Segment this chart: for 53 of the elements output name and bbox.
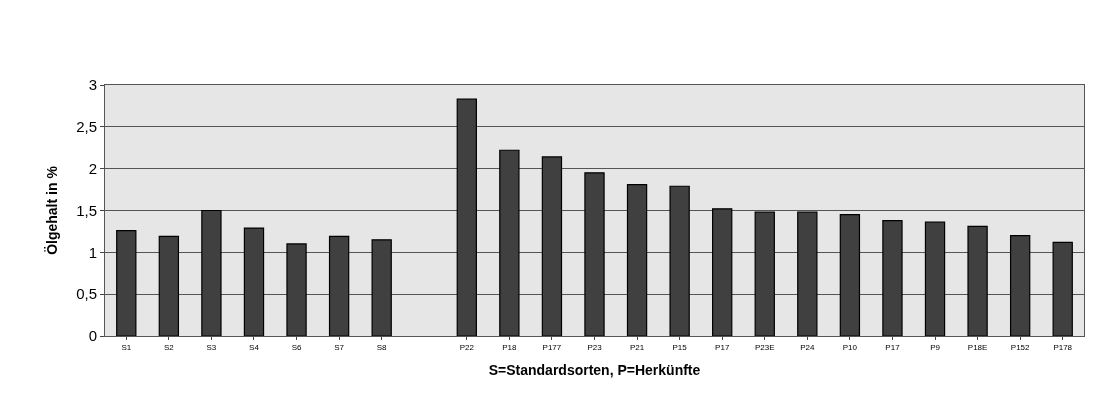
x-tick-label: P177 [542,342,562,352]
y-tick-label: 2,5 [76,118,97,136]
bar [158,235,180,336]
x-axis-title: S=Standardsorten, P=Herkünfte [488,361,701,378]
x-tick-label: P23 [587,342,603,352]
bar [243,227,265,336]
x-tick-label: S8 [376,342,388,352]
x-tick-label: P23E [754,342,775,352]
x-tick-label: S4 [249,342,260,352]
y-tick-label: 1,5 [76,201,97,219]
bar [839,214,861,336]
bar [541,156,563,336]
x-tick-label: P21 [629,342,645,352]
x-tick-label: P18 [502,342,518,352]
x-tick-label: S1 [121,342,132,352]
bar [328,235,350,336]
x-tick-label: P17 [715,342,730,352]
bar [116,229,137,336]
x-tick-label: P18E [967,342,988,352]
bar [967,225,988,336]
bar [626,183,648,336]
y-tick-label: 3 [88,76,97,94]
bar [1052,241,1073,336]
y-tick-label: 1 [88,243,97,261]
bar [669,185,690,336]
x-tick-label: P152 [1010,342,1031,352]
x-tick-label: S3 [206,342,217,352]
x-tick-label: S7 [334,342,345,352]
bar [924,221,946,336]
y-axis-title: Ölgehalt in % [43,165,60,255]
y-tick-label: 2 [88,159,97,177]
bar [456,98,477,336]
bar [499,149,520,336]
x-tick-label: P10 [842,342,858,352]
bar [1009,235,1031,336]
x-tick-label: P178 [1053,342,1073,352]
x-tick-label: P22 [459,342,475,352]
bar [584,172,605,336]
bar [712,208,733,336]
x-tick-label: P9 [930,342,941,352]
x-tick-label: P17 [885,342,901,352]
bar [754,211,775,336]
x-tick-label: P15 [672,342,688,352]
y-tick-label: 0 [88,327,97,345]
bar [371,239,392,336]
x-tick-label: S2 [163,342,175,352]
x-tick-label: P24 [800,342,815,352]
bar [797,211,818,336]
bar [882,219,903,336]
bar [286,243,307,336]
y-tick-label: 0,5 [76,285,97,303]
bar [201,209,222,336]
x-tick-label: S6 [291,342,302,352]
